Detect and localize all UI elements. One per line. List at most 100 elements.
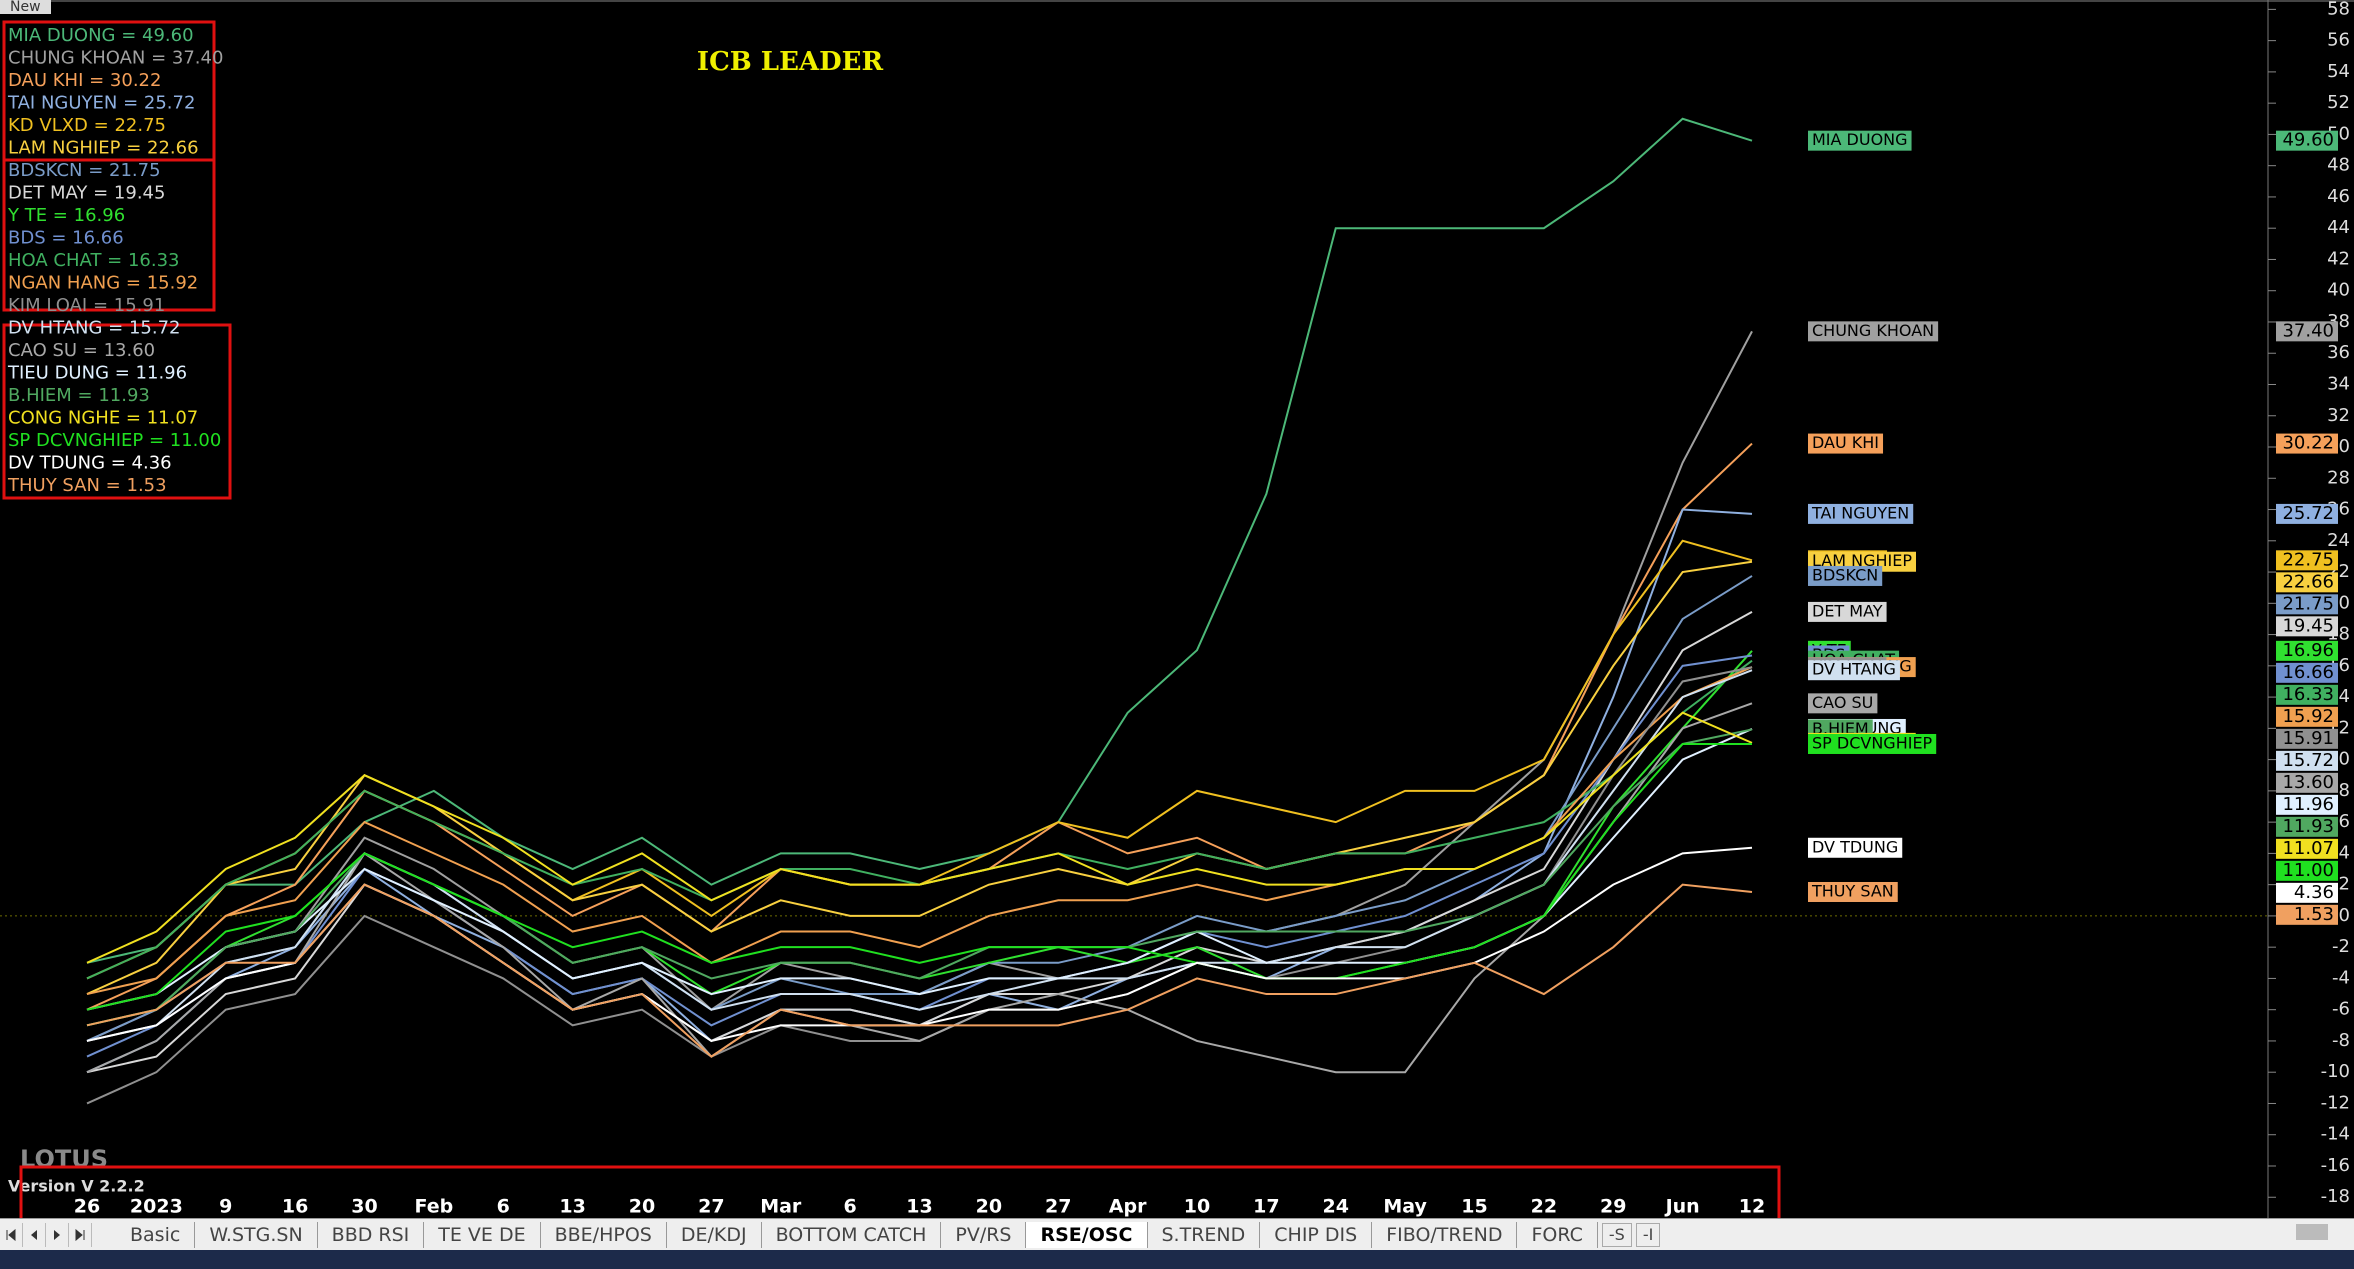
nav-prev[interactable] [23, 1222, 46, 1247]
x-tick-label: 15 [1461, 1196, 1487, 1218]
y-tick-label: 0 [2339, 905, 2350, 926]
window-tab[interactable]: New [0, 0, 51, 14]
x-tick-label: 27 [1045, 1196, 1071, 1218]
price-box [2276, 684, 2338, 705]
x-tick-label: Jun [1664, 1196, 1700, 1218]
y-tick-label: -16 [2321, 1155, 2350, 1176]
series-tag-box [1808, 660, 1900, 681]
sheet-tab[interactable]: TE VE DE [424, 1221, 541, 1248]
x-tick-label: 16 [282, 1196, 308, 1218]
legend-entry: KD VLXD = 22.75 [8, 115, 166, 136]
x-tick-label: May [1383, 1196, 1427, 1218]
price-label: 15.92 [2282, 706, 2334, 727]
price-label: 25.72 [2282, 503, 2334, 524]
legend-entry: CONG NGHE = 11.07 [8, 408, 198, 429]
series-tag: THUY SAN [1808, 881, 1898, 902]
x-tick-label: 9 [219, 1196, 232, 1218]
sheet-tab[interactable]: Basic [116, 1221, 196, 1248]
nav-first[interactable] [0, 1222, 23, 1247]
legend-entry: LAM NGHIEP = 22.66 [8, 138, 199, 159]
price-box [2276, 750, 2338, 771]
price-box [2276, 640, 2338, 661]
series-tag-box [1808, 130, 1912, 151]
price-label: 15.91 [2282, 728, 2334, 749]
scrollbar[interactable] [2296, 1224, 2328, 1240]
x-tick-label: 22 [1531, 1196, 1557, 1218]
x-tick-label: 17 [1253, 1196, 1279, 1218]
price-box [2276, 503, 2338, 524]
sheet-tab[interactable]: BOTTOM CATCH [762, 1221, 942, 1248]
sheet-tab[interactable]: BBD RSI [318, 1221, 425, 1248]
x-tick-label: 27 [698, 1196, 724, 1218]
y-tick-label: 42 [2327, 248, 2350, 269]
nav-next[interactable] [46, 1222, 69, 1247]
price-box [2276, 572, 2338, 593]
sheet-tab[interactable]: FORC [1517, 1221, 1598, 1248]
sheet-tab[interactable]: FIBO/TREND [1372, 1221, 1518, 1248]
brand: LOTUS [20, 1145, 108, 1173]
price-label: 22.66 [2282, 571, 2334, 592]
series-tag: MIA DUONG [1808, 130, 1912, 151]
x-tick-label: Apr [1109, 1196, 1147, 1218]
legend-entry: DV TDUNG = 4.36 [8, 453, 172, 474]
x-tick-label: 13 [559, 1196, 585, 1218]
series-tag-label: THUY SAN [1811, 881, 1894, 900]
series-tag-label: LAM NGHIEP [1812, 551, 1912, 570]
sheet-tab[interactable]: S.TREND [1148, 1221, 1261, 1248]
x-tick-label: Feb [415, 1196, 454, 1218]
y-tick-label: 48 [2327, 155, 2350, 176]
series-line [86, 883, 1753, 1058]
legend-entry: TAI NGUYEN = 25.72 [7, 93, 195, 114]
y-tick-label: 54 [2327, 61, 2350, 82]
series-tag-label: SP DCVNGHIEP [1812, 733, 1933, 752]
legend-entry: TIEU DUNG = 11.96 [7, 363, 187, 384]
y-tick-label: 46 [2327, 186, 2350, 207]
y-tick-label: 56 [2327, 30, 2350, 51]
series-tag: CAO SU [1808, 693, 1878, 714]
series-tag-box [1808, 503, 1914, 524]
price-label: 21.75 [2282, 593, 2334, 614]
x-tick-label: 29 [1600, 1196, 1626, 1218]
legend-entry: THUY SAN = 1.53 [7, 475, 167, 496]
scroll-button[interactable]: -S [1601, 1222, 1632, 1247]
price-label: 13.60 [2282, 772, 2334, 793]
price-label: 49.60 [2282, 130, 2334, 151]
y-tick-label: 8 [2339, 780, 2350, 801]
price-label: 11.96 [2282, 794, 2334, 815]
chart-background [0, 0, 2354, 1218]
y-tick-label: 4 [2339, 842, 2350, 863]
price-label: 11.00 [2282, 860, 2334, 881]
price-label: 16.33 [2282, 684, 2334, 705]
price-box [2276, 860, 2338, 881]
legend-entry: KIM LOAI = 15.91 [8, 295, 165, 316]
series-tag-label: CAO SU [1812, 693, 1873, 712]
icon [6, 1228, 16, 1241]
sheet-tab[interactable]: BBE/HPOS [541, 1221, 667, 1248]
sheet-tab[interactable]: W.STG.SN [195, 1221, 318, 1248]
y-tick-label: -8 [2332, 1030, 2350, 1051]
price-label: 30.22 [2282, 433, 2334, 454]
nav-last[interactable] [69, 1222, 92, 1247]
x-tick-label: 6 [497, 1196, 510, 1218]
series-tag: DV TDUNG [1808, 837, 1903, 858]
sheet-tab[interactable]: CHIP DIS [1260, 1221, 1373, 1248]
series-tag: DET MAY [1808, 601, 1887, 622]
scroll-button[interactable]: -I [1635, 1222, 1661, 1247]
legend-entry: SP DCVNGHIEP = 11.00 [8, 430, 221, 451]
sheet-tab[interactable]: RSE/OSC [1026, 1221, 1148, 1248]
price-label: 22.75 [2282, 549, 2334, 570]
legend-entry: HOA CHAT = 16.33 [8, 250, 180, 271]
tab-list: Basic W.STG.SN BBD RSI TE VE DE BBE/HPOS DE/K… [116, 1221, 1598, 1248]
series-tag: CHUNG KHOAN [1808, 321, 1939, 342]
x-tick-label: 10 [1184, 1196, 1210, 1218]
sheet-tab[interactable]: PV/RS [941, 1221, 1027, 1248]
icon [54, 1229, 60, 1240]
x-tick-label: 20 [629, 1196, 655, 1218]
sheet-tab[interactable]: DE/KDJ [667, 1221, 762, 1248]
highlight-box [19, 1165, 1781, 1218]
series-tag-box [1808, 433, 1884, 454]
y-tick-label: 34 [2327, 373, 2350, 394]
series-tag-label: DET MAY [1812, 601, 1883, 620]
y-tick-label: 2 [2339, 874, 2350, 895]
